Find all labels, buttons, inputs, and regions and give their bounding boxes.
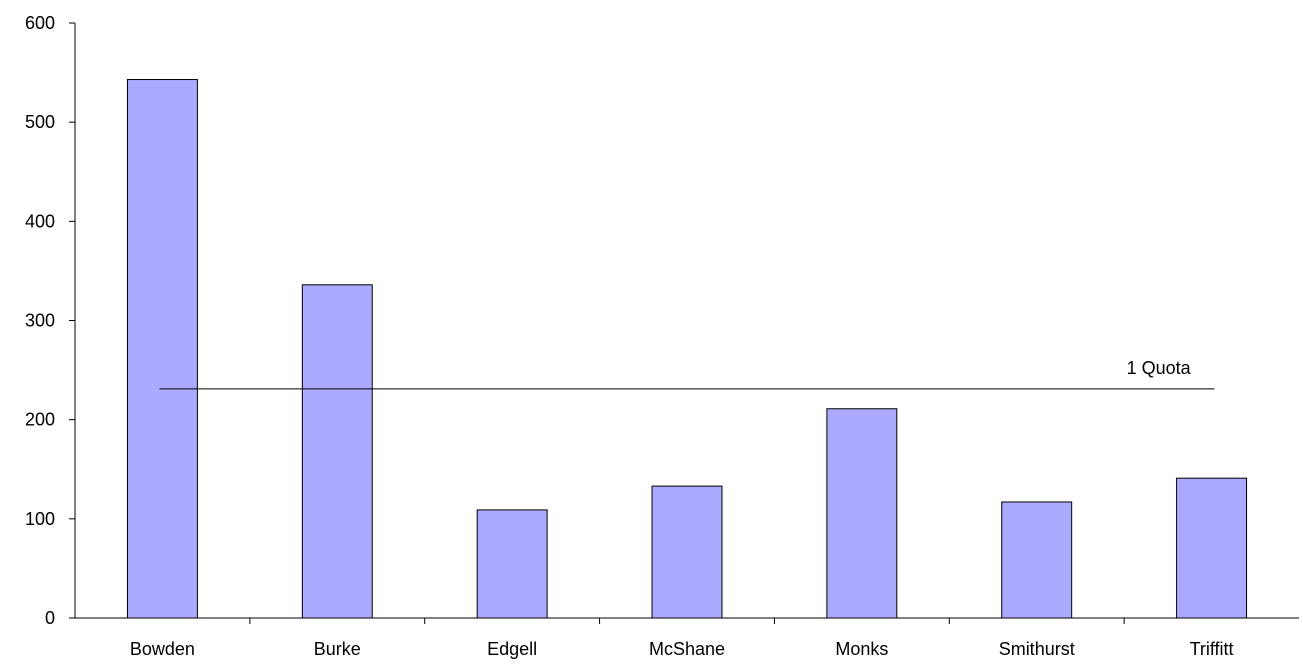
x-tick-label: Edgell bbox=[487, 639, 537, 659]
y-tick-label: 500 bbox=[25, 112, 55, 132]
bars-group bbox=[126, 79, 1248, 619]
bar bbox=[126, 79, 198, 619]
y-tick-label: 100 bbox=[25, 509, 55, 529]
x-tick-label: Smithurst bbox=[999, 639, 1075, 659]
bar bbox=[826, 408, 898, 619]
reference-line-group: 1 Quota bbox=[159, 358, 1215, 390]
bar bbox=[301, 284, 373, 619]
bar bbox=[476, 509, 548, 619]
x-tick-label: Monks bbox=[835, 639, 888, 659]
y-tick-label: 600 bbox=[25, 13, 55, 33]
x-tick-label: Bowden bbox=[130, 639, 195, 659]
quota-reference-label: 1 Quota bbox=[1127, 358, 1192, 378]
y-tick-label: 300 bbox=[25, 311, 55, 331]
y-tick-label: 200 bbox=[25, 410, 55, 430]
x-tick-label: Burke bbox=[314, 639, 361, 659]
bar bbox=[1001, 501, 1073, 619]
y-tick-label: 400 bbox=[25, 211, 55, 231]
x-tick-label: Triffitt bbox=[1190, 639, 1234, 659]
y-axis: 0 100 200 300 400 500 600 bbox=[25, 13, 76, 628]
y-tick-label: 0 bbox=[45, 608, 55, 628]
bar bbox=[651, 485, 723, 619]
x-axis: Bowden Burke Edgell McShane Monks Smithurst Tr… bbox=[75, 617, 1299, 659]
bar bbox=[1176, 477, 1248, 619]
x-tick-label: McShane bbox=[649, 639, 725, 659]
